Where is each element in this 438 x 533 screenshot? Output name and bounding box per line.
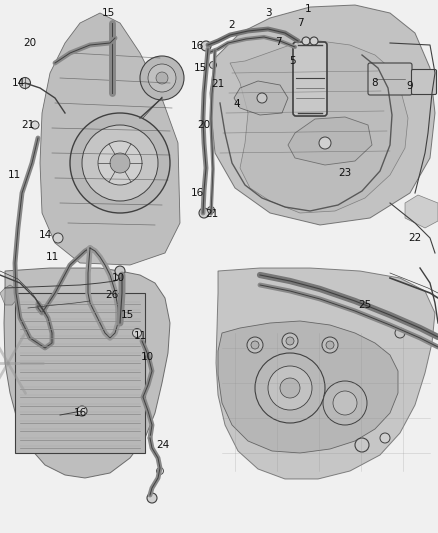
Circle shape bbox=[322, 337, 338, 353]
Text: 9: 9 bbox=[407, 81, 413, 91]
Text: 21: 21 bbox=[205, 209, 219, 219]
Polygon shape bbox=[218, 321, 398, 453]
Circle shape bbox=[31, 121, 39, 129]
Bar bbox=[15, 293, 145, 453]
Circle shape bbox=[98, 141, 142, 185]
Text: 14: 14 bbox=[39, 230, 52, 240]
Circle shape bbox=[319, 137, 331, 149]
Circle shape bbox=[77, 406, 87, 416]
Polygon shape bbox=[216, 268, 435, 479]
Text: 10: 10 bbox=[141, 352, 154, 362]
Text: 16: 16 bbox=[74, 408, 87, 418]
FancyBboxPatch shape bbox=[368, 63, 412, 95]
Circle shape bbox=[70, 113, 170, 213]
Text: 11: 11 bbox=[46, 252, 59, 262]
Text: 14: 14 bbox=[11, 78, 25, 88]
Text: 15: 15 bbox=[120, 310, 134, 320]
Circle shape bbox=[208, 206, 215, 214]
Text: 16: 16 bbox=[191, 41, 204, 51]
Circle shape bbox=[140, 56, 184, 100]
Text: 15: 15 bbox=[101, 8, 115, 18]
Polygon shape bbox=[40, 13, 180, 265]
Polygon shape bbox=[210, 5, 435, 225]
Text: 21: 21 bbox=[21, 120, 35, 130]
Text: 24: 24 bbox=[156, 440, 170, 450]
Circle shape bbox=[201, 41, 211, 51]
Circle shape bbox=[147, 493, 157, 503]
Text: 4: 4 bbox=[234, 99, 240, 109]
Text: 7: 7 bbox=[275, 37, 281, 47]
Circle shape bbox=[380, 433, 390, 443]
Circle shape bbox=[268, 366, 312, 410]
Text: 2: 2 bbox=[229, 20, 235, 30]
Circle shape bbox=[395, 328, 405, 338]
Text: 10: 10 bbox=[111, 273, 124, 283]
Text: 5: 5 bbox=[289, 56, 295, 66]
Circle shape bbox=[53, 233, 63, 243]
Circle shape bbox=[310, 37, 318, 45]
Text: 11: 11 bbox=[134, 331, 147, 341]
Text: 20: 20 bbox=[198, 120, 211, 130]
Circle shape bbox=[20, 77, 31, 88]
Text: 25: 25 bbox=[358, 300, 371, 310]
Circle shape bbox=[282, 333, 298, 349]
Circle shape bbox=[326, 341, 334, 349]
Polygon shape bbox=[405, 195, 438, 228]
Circle shape bbox=[148, 64, 176, 92]
FancyBboxPatch shape bbox=[293, 42, 327, 116]
Circle shape bbox=[323, 381, 367, 425]
Polygon shape bbox=[234, 81, 288, 115]
Circle shape bbox=[255, 353, 325, 423]
Polygon shape bbox=[4, 268, 170, 478]
Text: 21: 21 bbox=[212, 79, 225, 89]
Circle shape bbox=[110, 153, 130, 173]
Circle shape bbox=[302, 37, 310, 45]
Text: 1: 1 bbox=[305, 4, 311, 14]
Text: 11: 11 bbox=[7, 170, 21, 180]
Circle shape bbox=[209, 61, 216, 69]
Circle shape bbox=[257, 93, 267, 103]
Text: 23: 23 bbox=[339, 168, 352, 178]
Circle shape bbox=[133, 328, 141, 337]
Text: 7: 7 bbox=[297, 18, 303, 28]
Circle shape bbox=[355, 438, 369, 452]
Text: 22: 22 bbox=[408, 233, 422, 243]
FancyBboxPatch shape bbox=[411, 69, 437, 94]
Polygon shape bbox=[230, 41, 408, 213]
Circle shape bbox=[199, 208, 209, 218]
Circle shape bbox=[156, 467, 163, 474]
Text: 26: 26 bbox=[106, 290, 119, 300]
Circle shape bbox=[156, 72, 168, 84]
Text: 8: 8 bbox=[372, 78, 378, 88]
Text: 20: 20 bbox=[24, 38, 36, 48]
Text: 3: 3 bbox=[265, 8, 271, 18]
Circle shape bbox=[333, 391, 357, 415]
Text: 15: 15 bbox=[193, 63, 207, 73]
Circle shape bbox=[247, 337, 263, 353]
Circle shape bbox=[82, 125, 158, 201]
Circle shape bbox=[280, 378, 300, 398]
Circle shape bbox=[115, 266, 125, 276]
Polygon shape bbox=[288, 117, 372, 165]
Text: 16: 16 bbox=[191, 188, 204, 198]
Circle shape bbox=[286, 337, 294, 345]
Circle shape bbox=[251, 341, 259, 349]
Polygon shape bbox=[0, 285, 18, 305]
